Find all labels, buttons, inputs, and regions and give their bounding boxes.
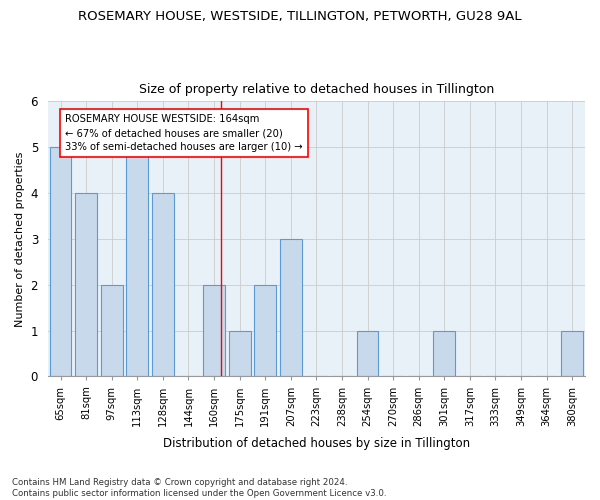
Bar (280, 239, 302, 376)
Text: ROSEMARY HOUSE WESTSIDE: 164sqm
← 67% of detached houses are smaller (20)
33% of: ROSEMARY HOUSE WESTSIDE: 164sqm ← 67% of… (65, 114, 303, 152)
Title: Size of property relative to detached houses in Tillington: Size of property relative to detached ho… (139, 83, 494, 96)
X-axis label: Distribution of detached houses by size in Tillington: Distribution of detached houses by size … (163, 437, 470, 450)
Bar (127, 147, 148, 376)
Bar (562, 330, 583, 376)
Text: Contains HM Land Registry data © Crown copyright and database right 2024.
Contai: Contains HM Land Registry data © Crown c… (12, 478, 386, 498)
Y-axis label: Number of detached properties: Number of detached properties (15, 151, 25, 326)
Bar (101, 285, 122, 376)
Bar (50, 147, 71, 376)
Bar (152, 193, 174, 376)
Text: ROSEMARY HOUSE, WESTSIDE, TILLINGTON, PETWORTH, GU28 9AL: ROSEMARY HOUSE, WESTSIDE, TILLINGTON, PE… (78, 10, 522, 23)
Bar (254, 285, 276, 376)
Bar (75, 193, 97, 376)
Bar (229, 330, 251, 376)
Bar (356, 330, 379, 376)
Bar (433, 330, 455, 376)
Bar (203, 285, 225, 376)
